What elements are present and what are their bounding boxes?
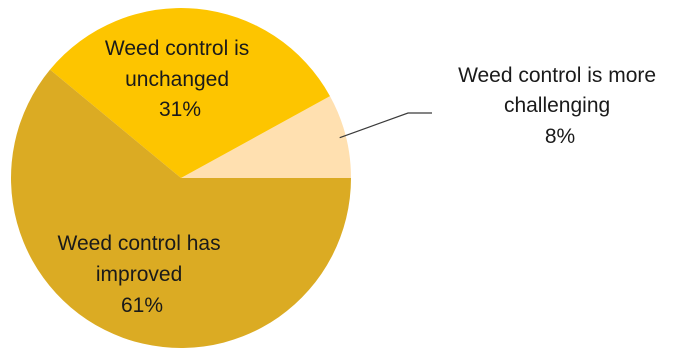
slice-label-unchanged: Weed control is unchanged 31%	[105, 37, 255, 121]
slice-label-improved-line-1: Weed control has	[58, 232, 221, 255]
slice-label-more-challenging-line-1: Weed control is more	[458, 64, 656, 87]
slice-label-improved-line-2: improved	[96, 263, 182, 286]
slice-label-improved: Weed control has improved 61%	[58, 232, 227, 317]
slice-value-unchanged: 31%	[159, 98, 201, 121]
pie-slice-more-challenging	[181, 96, 351, 178]
slice-value-more-challenging: 8%	[545, 125, 575, 148]
slice-label-more-challenging: Weed control is more challenging 8%	[458, 64, 662, 148]
slice-label-more-challenging-line-2: challenging	[504, 94, 610, 117]
leader-line-more-challenging	[339, 112, 432, 139]
slice-label-unchanged-line-1: Weed control is	[105, 37, 249, 60]
slice-label-unchanged-line-2: unchanged	[125, 68, 229, 91]
pie-slice-improved	[11, 69, 352, 348]
pie-slice-unchanged	[50, 8, 330, 179]
leader-lines	[339, 112, 432, 139]
pie-slices	[11, 8, 352, 348]
slice-value-improved: 61%	[121, 294, 163, 317]
